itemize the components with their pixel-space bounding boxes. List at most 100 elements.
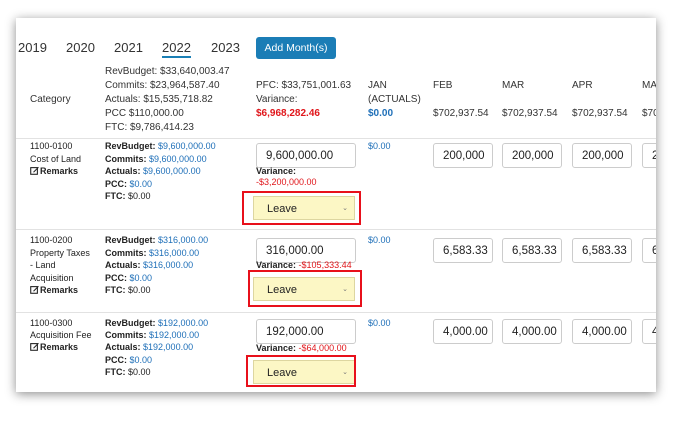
month-total: $702,937.54 (502, 108, 558, 119)
variance-line: Variance: -$64,000.00 (256, 343, 347, 353)
remarks-link[interactable]: Remarks (30, 285, 78, 295)
month-total: $0.00 (368, 108, 394, 119)
select-text[interactable]: Leave (267, 203, 297, 215)
month-input[interactable]: 200,000 (572, 143, 632, 168)
jan-actual: $0.00 (368, 235, 391, 245)
year-tab[interactable]: 2020 (66, 40, 95, 55)
summary-value: $192,000.00 (143, 342, 194, 353)
month-header: APR (572, 80, 593, 91)
year-tab[interactable]: 2019 (18, 40, 47, 55)
variance-value: -$3,200,000.00 (256, 177, 317, 187)
month-input[interactable]: 6,583.33 (433, 238, 493, 263)
month-input[interactable]: 4 (642, 319, 656, 344)
year-tab[interactable]: 2021 (114, 40, 143, 55)
month-header: FEB (433, 80, 453, 91)
summary-value: $0.00 (128, 191, 151, 201)
row-name: Cost of Land (30, 153, 82, 164)
remarks-link[interactable]: Remarks (30, 342, 78, 352)
select-caret: ⌄ (342, 286, 348, 293)
year-tab[interactable]: 2022 (162, 40, 191, 58)
summary-label: RevBudget: (105, 318, 156, 328)
summary-line: FTC: $0.00 (105, 285, 151, 295)
summary-label: FTC: (105, 191, 126, 201)
variance-value: -$105,333.44 (298, 260, 352, 270)
summary-line: Commits: $316,000.00 (105, 248, 199, 258)
summary-label: Commits: (105, 153, 147, 164)
action-select[interactable]: Leave ⌄ (253, 360, 355, 384)
summary-value: $9,600,000.00 (149, 153, 207, 164)
action-select[interactable]: Leave ⌄ (253, 196, 355, 220)
row-code: 1100-0300 (30, 318, 73, 328)
month-input[interactable]: 2 (642, 143, 656, 168)
summary-label: Commits: (105, 330, 147, 341)
summary-value: $316,000.00 (149, 247, 200, 258)
summary-value: $0.00 (129, 272, 153, 283)
month-input[interactable]: 6,583.33 (502, 238, 562, 263)
month-input[interactable]: 4,000.00 (433, 319, 493, 344)
summary-line: Commits: $23,964,587.40 (105, 80, 220, 91)
jan-actual: $0.00 (368, 318, 391, 328)
pfc-input[interactable]: 192,000.00 (256, 319, 356, 344)
action-select[interactable]: Leave ⌄ (253, 277, 355, 301)
highlight-box (248, 270, 362, 307)
select-text[interactable]: Leave (267, 284, 297, 296)
month-input[interactable]: 200,000 (502, 143, 562, 168)
row-name: - Land (30, 260, 56, 270)
summary-label: Commits: (105, 247, 147, 258)
variance-value: -$64,000.00 (298, 343, 347, 353)
year-tab[interactable]: 2023 (211, 40, 240, 55)
summary-line: RevBudget: $316,000.00 (105, 235, 208, 245)
summary-line: PCC: $0.00 (105, 273, 152, 283)
remarks-link[interactable]: Remarks (30, 166, 78, 176)
month-total: $702,937.54 (433, 108, 489, 119)
remarks-text[interactable]: Remarks (40, 166, 79, 176)
pfc-input[interactable]: 9,600,000.00 (256, 143, 356, 168)
variance-value: $6,968,282.46 (256, 108, 320, 119)
summary-value: $192,000.00 (158, 318, 209, 328)
budget-panel: Add Month(s) 2019 2020 2021 2022 2023 Categor… (16, 18, 656, 392)
month-input[interactable]: 6,583.33 (572, 238, 632, 263)
summary-line: RevBudget: $9,600,000.00 (105, 141, 216, 151)
row-name: Property Taxes (30, 247, 90, 258)
remarks-text[interactable]: Remarks (40, 285, 79, 295)
row-code: 1100-0200 (30, 235, 73, 245)
summary-line: Commits: $192,000.00 (105, 330, 199, 340)
variance-label: Variance: (256, 166, 297, 176)
summary-line: Actuals: $15,535,718.82 (105, 94, 213, 105)
summary-value: $9,600,000.00 (143, 166, 201, 176)
rule (16, 138, 656, 139)
month-total: $702,937.54 (572, 108, 628, 119)
add-month-button[interactable]: Add Month(s) (256, 37, 336, 59)
summary-line: Actuals: $316,000.00 (105, 260, 193, 270)
summary-value: $316,000.00 (158, 235, 209, 245)
month-input[interactable]: 4,000.00 (502, 319, 562, 344)
summary-label: RevBudget: (105, 141, 156, 151)
summary-value: $316,000.00 (143, 260, 194, 270)
row-name: Acquisition (30, 272, 74, 283)
edit-icon (30, 285, 39, 294)
highlight-box (246, 355, 356, 387)
summary-label: RevBudget: (105, 235, 156, 245)
select-caret: ⌄ (342, 205, 348, 212)
month-input[interactable]: 6 (642, 238, 656, 263)
pfc-input[interactable]: 316,000.00 (256, 238, 356, 263)
month-input[interactable]: 200,000 (433, 143, 493, 168)
select-caret: ⌄ (342, 369, 348, 376)
rule (16, 312, 656, 313)
select-text[interactable]: Leave (267, 367, 297, 379)
summary-label: PCC: (105, 272, 127, 283)
variance-label: Variance: (256, 260, 297, 270)
summary-value: $0.00 (129, 354, 153, 365)
summary-line: PCC: $0.00 (105, 179, 152, 189)
summary-label: PCC: (105, 178, 127, 189)
summary-line: Actuals: $192,000.00 (105, 342, 193, 352)
month-input[interactable]: 4,000.00 (572, 319, 632, 344)
summary-line: FTC: $9,786,414.23 (105, 122, 194, 133)
remarks-text[interactable]: Remarks (40, 342, 79, 353)
summary-value: $0.00 (128, 366, 151, 377)
summary-value: $192,000.00 (149, 330, 200, 341)
summary-label: FTC: (105, 366, 126, 377)
jan-actual: $0.00 (368, 141, 391, 151)
variance-line: Variance: -$3,200,000.00 (256, 166, 317, 187)
